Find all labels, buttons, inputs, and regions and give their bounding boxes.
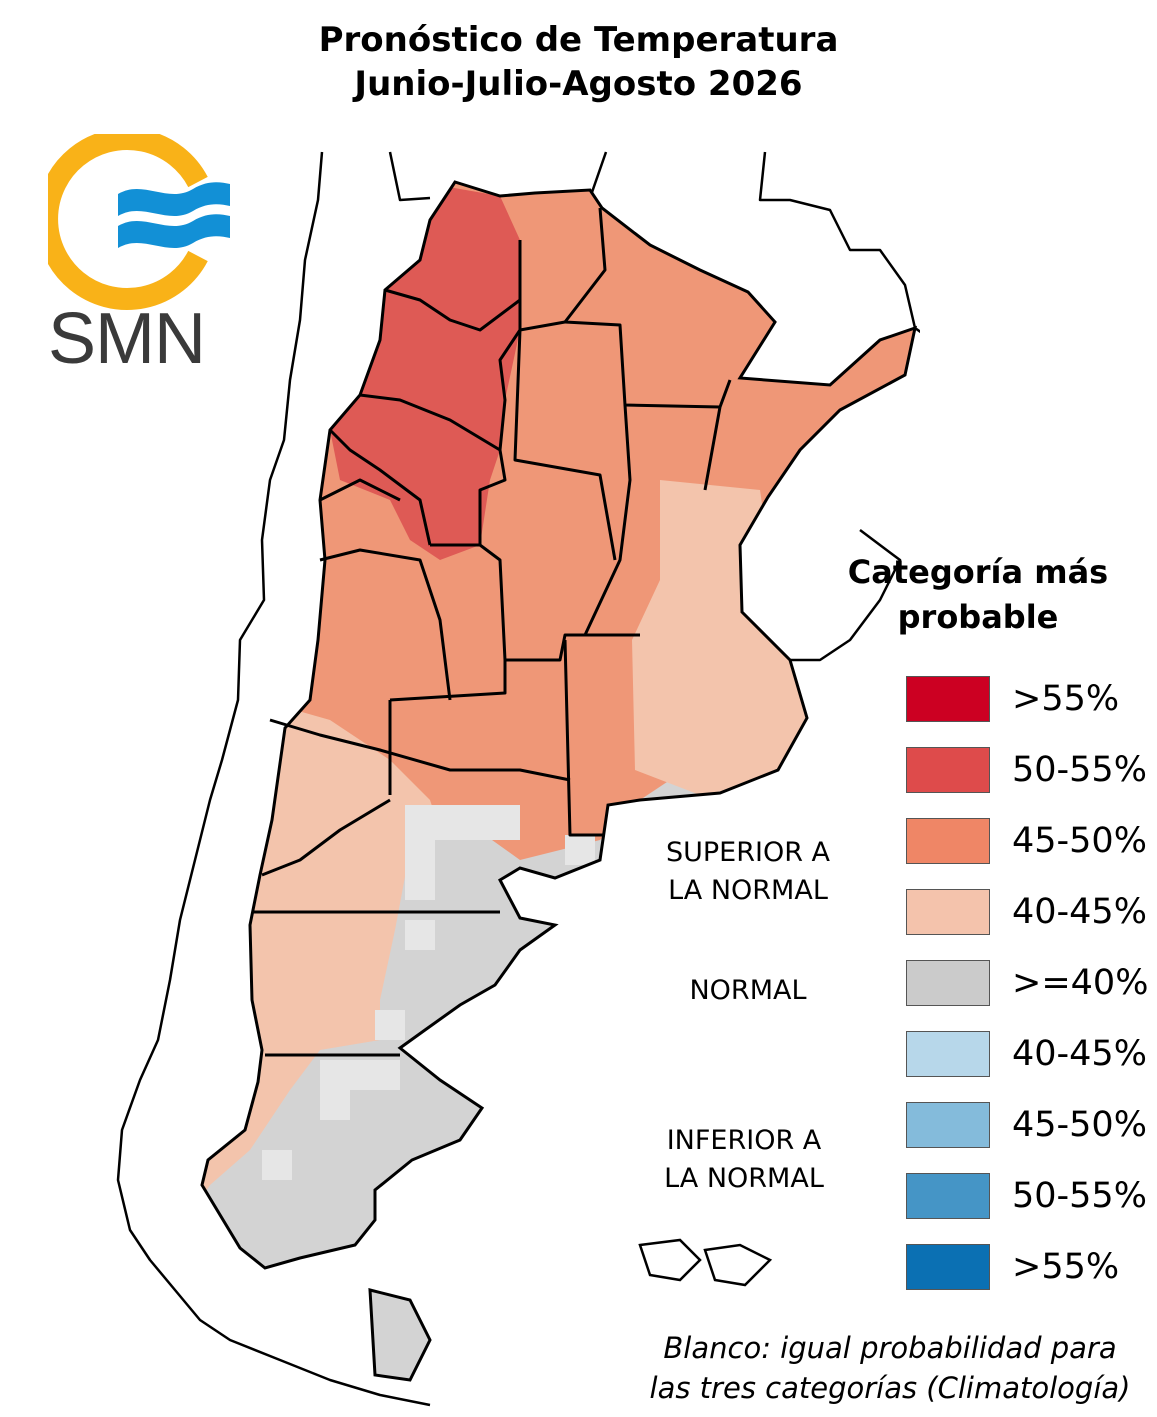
legend-swatch (906, 889, 990, 935)
legend-title-line-2: probable (897, 598, 1059, 636)
footnote: Blanco: igual probabilidad para las tres… (640, 1328, 1140, 1408)
logo-wave-2 (118, 214, 230, 248)
category-label-below: INFERIOR A LA NORMAL (634, 1122, 854, 1198)
category-below-line-1: INFERIOR A (666, 1125, 822, 1156)
map-title: Pronóstico de Temperatura Junio-Julio-Ag… (0, 18, 1157, 106)
paraguay-border-2 (758, 151, 917, 329)
category-below-line-2: LA NORMAL (664, 1163, 824, 1194)
legend-swatch (906, 676, 990, 722)
logo-text: SMN (48, 299, 206, 379)
legend-title: Categoría más probable (810, 550, 1146, 640)
probability-field (202, 182, 915, 1268)
province-borders (252, 207, 732, 1057)
legend-label: >55% (1012, 1247, 1120, 1287)
legend-label: 45-50% (1012, 821, 1147, 861)
smn-logo (48, 134, 230, 310)
logo-ring (48, 134, 208, 310)
uruguay-coast (790, 529, 902, 662)
title-line-1: Pronóstico de Temperatura (318, 20, 839, 60)
legend-label: 50-55% (1012, 1176, 1147, 1216)
category-above-line-2: LA NORMAL (668, 875, 828, 906)
legend-label: 50-55% (1012, 750, 1147, 790)
legend-swatch (906, 1102, 990, 1148)
bolivia-border (388, 151, 431, 202)
legend-swatch (906, 1173, 990, 1219)
legend-swatch (906, 1244, 990, 1290)
paraguay-border-1 (588, 151, 608, 199)
argentina-map (116, 151, 920, 1407)
legend-swatch (906, 818, 990, 864)
logo-wave-1 (118, 182, 230, 216)
legend-label: >55% (1012, 679, 1120, 719)
footnote-line-1: Blanco: igual probabilidad para (663, 1331, 1117, 1365)
legend-label: 45-50% (1012, 1105, 1147, 1145)
legend-label: 40-45% (1012, 892, 1147, 932)
category-above-line-1: SUPERIOR A (665, 837, 831, 868)
title-line-2: Junio-Julio-Agosto 2026 (354, 64, 803, 104)
category-label-above: SUPERIOR A LA NORMAL (638, 834, 858, 910)
legend-label: 40-45% (1012, 1034, 1147, 1074)
legend-title-line-1: Categoría más (847, 553, 1109, 591)
category-label-normal: NORMAL (689, 975, 807, 1006)
footnote-line-2: las tres categorías (Climatología) (649, 1371, 1131, 1405)
tierra-del-fuego (368, 1288, 432, 1382)
legend-label: >=40% (1012, 963, 1149, 1003)
legend-swatch (906, 747, 990, 793)
malvinas-islands (638, 1238, 773, 1287)
chile-coast (116, 151, 431, 1407)
legend-swatch (906, 960, 990, 1006)
legend-swatch (906, 1031, 990, 1077)
neighbor-borders (116, 151, 920, 1407)
brazil-coast (914, 326, 920, 334)
